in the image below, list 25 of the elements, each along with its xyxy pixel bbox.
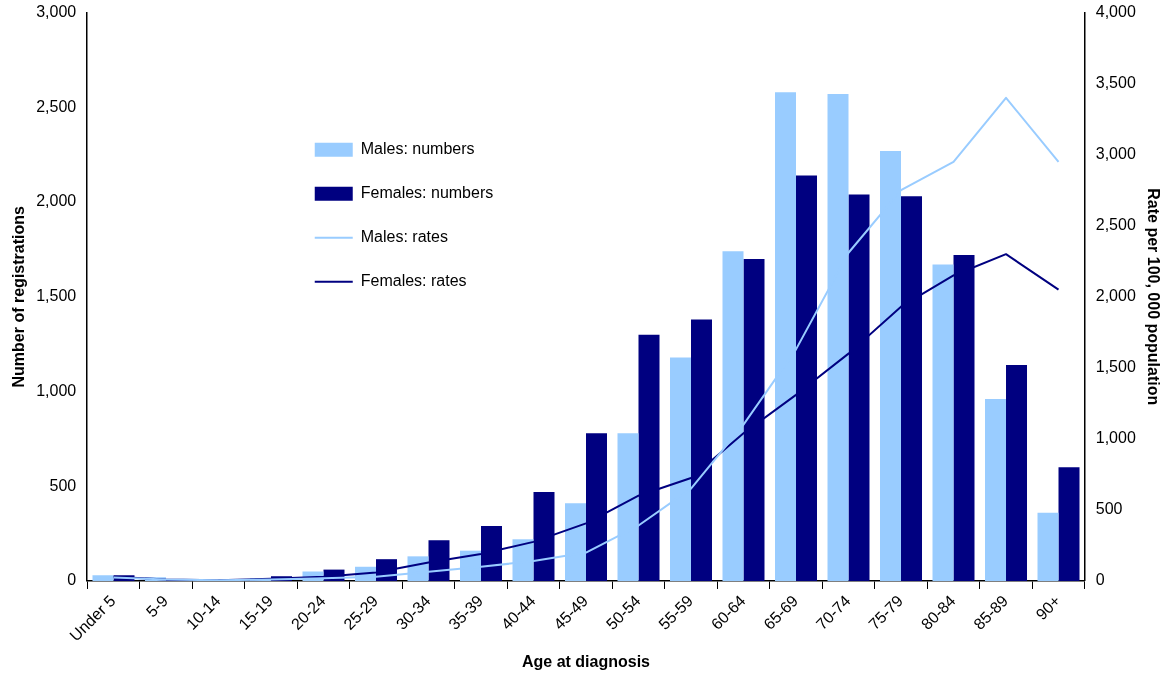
y2-tick-label: 3,000: [1095, 145, 1136, 163]
y-tick-label: 1,000: [36, 381, 77, 399]
y-tick-label: 3,000: [36, 3, 77, 21]
y2-tick-label: 1,000: [1095, 429, 1136, 447]
y-tick-label: 2,500: [36, 97, 77, 115]
y-tick-label: 1,500: [36, 287, 77, 305]
legend-label: Males: rates: [360, 228, 448, 246]
y2-tick-label: 0: [1095, 571, 1105, 589]
y2-tick-label: 2,000: [1095, 287, 1136, 305]
legend-label: Females: numbers: [360, 184, 494, 202]
y2-tick-label: 3,500: [1095, 74, 1136, 92]
y2-tick-label: 2,500: [1095, 216, 1136, 234]
y-tick-label: 2,000: [36, 192, 77, 210]
y-tick-label: 0: [67, 571, 77, 589]
y-axis-title: Number of registrations: [10, 206, 28, 388]
legend-label: Males: numbers: [360, 140, 475, 158]
y2-tick-label: 500: [1095, 500, 1123, 518]
x-axis-title: Age at diagnosis: [521, 652, 651, 670]
y-tick-label: 500: [49, 476, 77, 494]
y2-axis-title: Rate per 100, 000 population: [1144, 188, 1162, 406]
y2-tick-label: 4,000: [1095, 3, 1136, 21]
legend-label: Females: rates: [360, 272, 467, 290]
x-tick-label: 5-9: [142, 591, 172, 621]
x-tick-label: 90+: [1032, 591, 1064, 624]
y2-tick-label: 1,500: [1095, 358, 1136, 376]
